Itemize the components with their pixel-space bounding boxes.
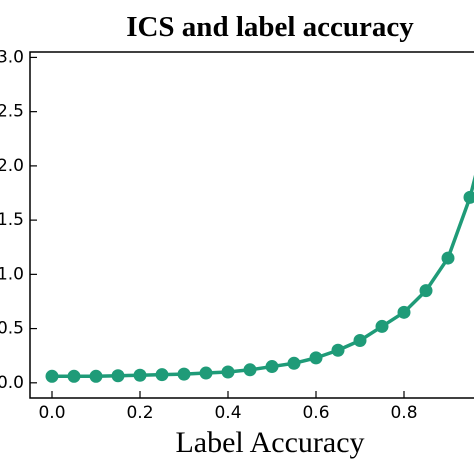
y-tick-label: 0.0 xyxy=(0,373,24,393)
x-tick-label: 0.2 xyxy=(126,403,153,423)
data-point xyxy=(155,368,169,382)
axes-frame xyxy=(29,51,474,399)
y-tick-label: 0.5 xyxy=(0,319,24,339)
x-tick-label: 0.4 xyxy=(214,403,241,423)
data-point xyxy=(397,305,411,319)
data-point xyxy=(199,366,213,380)
data-point xyxy=(111,369,125,383)
data-point xyxy=(375,319,389,333)
x-axis-label: Label Accuracy xyxy=(175,426,364,459)
line-series xyxy=(52,174,474,379)
y-tick-label: 3.0 xyxy=(0,47,24,67)
data-point xyxy=(441,251,455,265)
data-point xyxy=(331,343,345,357)
data-point xyxy=(287,356,301,370)
x-tick-label: 0.8 xyxy=(390,403,417,423)
x-tick-label: 0.0 xyxy=(38,403,65,423)
data-point xyxy=(309,351,323,365)
y-tick-label: 2.0 xyxy=(0,156,24,176)
y-tick-label: 1.5 xyxy=(0,210,24,230)
data-point xyxy=(177,367,191,381)
data-point xyxy=(67,369,81,383)
y-tick-label: 2.5 xyxy=(0,102,24,122)
data-point xyxy=(419,284,433,298)
data-point xyxy=(89,369,103,383)
data-point xyxy=(221,365,235,379)
data-point xyxy=(243,363,257,377)
data-point xyxy=(133,368,147,382)
data-point xyxy=(45,369,59,383)
y-tick-label: 1.0 xyxy=(0,264,24,284)
plot-area: 0.0 0.5 1.0 1.5 2.0 2.5 3.0 0.0 0.2 0.4 0.6 0.8 xyxy=(0,47,474,423)
x-tick-label: 0.6 xyxy=(302,403,329,423)
chart-title: ICS and label accuracy xyxy=(126,11,414,43)
data-point xyxy=(463,190,474,204)
data-point xyxy=(353,334,367,348)
data-point xyxy=(265,360,279,374)
